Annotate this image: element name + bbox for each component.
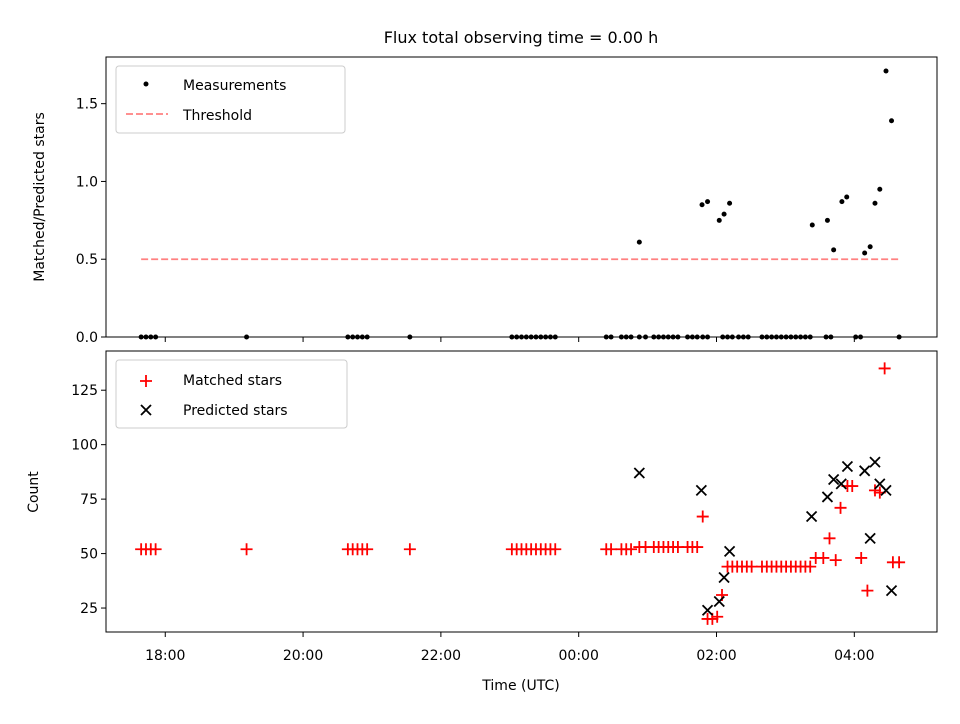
predicted-star-point: [695, 484, 707, 497]
matched-star-point: [549, 543, 562, 556]
measurement-point: [721, 211, 727, 217]
measurement-point: [831, 247, 837, 253]
predicted-star-point: [841, 460, 854, 473]
measurement-point: [809, 222, 815, 228]
top-y-ticks: 0.0 0.5 1.0 1.5: [76, 97, 106, 346]
top-axes-frame: [105, 56, 938, 338]
matched-star-point: [817, 551, 830, 564]
predicted-star-point: [864, 532, 876, 544]
y-tick-label: 0.0: [76, 330, 98, 346]
matched-star-point: [846, 480, 859, 493]
legend-matched-marker: [140, 375, 152, 387]
measurement-point: [867, 244, 873, 250]
matched-star-point: [149, 543, 162, 556]
matched-star-point: [834, 501, 847, 514]
x-tick-label: 02:00: [696, 648, 736, 664]
predicted-star-point: [869, 456, 881, 468]
measurement-point: [727, 200, 733, 206]
top-panel: Matched/Predicted stars 0.0 0.5 1.0 1.5 Mea…: [32, 56, 938, 346]
y-tick-label: 100: [71, 438, 98, 454]
matched-star-point: [711, 610, 724, 623]
predicted-star-point: [880, 484, 892, 497]
chart-title: Flux total observing time = 0.00 h: [384, 28, 659, 47]
matched-star-point: [855, 551, 868, 564]
matched-star-point: [861, 584, 874, 597]
matched-star-point: [829, 554, 842, 567]
bottom-axes-frame: [105, 350, 938, 633]
measurement-point: [862, 250, 868, 256]
matched-star-point: [696, 510, 709, 523]
bottom-plot-marks: [135, 362, 906, 625]
top-legend: Measurements Threshold: [115, 65, 346, 134]
matched-star-point: [878, 362, 891, 375]
y-tick-label: 1.0: [76, 174, 98, 190]
predicted-star-point: [633, 467, 645, 479]
x-tick-label: 04:00: [834, 648, 874, 664]
predicted-star-point: [835, 478, 847, 490]
bottom-y-ticks: 25 50 75 100 125: [71, 383, 106, 617]
matched-star-point: [403, 543, 416, 556]
measurement-point: [824, 217, 830, 223]
x-tick-label: 18:00: [145, 648, 185, 664]
x-tick-label: 20:00: [283, 648, 323, 664]
x-tick-label: 22:00: [421, 648, 461, 664]
bottom-legend-box: [115, 359, 348, 429]
matched-star-point: [804, 560, 817, 573]
predicted-star-point: [885, 584, 898, 597]
matched-star-point: [823, 532, 836, 545]
matched-star-point: [691, 541, 704, 554]
matched-star-point: [361, 543, 374, 556]
measurement-point: [716, 217, 722, 223]
legend-measurements-marker: [143, 81, 149, 87]
bottom-legend: Matched stars Predicted stars: [115, 359, 348, 429]
measurement-point: [844, 194, 850, 200]
measurement-point: [872, 200, 878, 206]
legend-threshold-label: Threshold: [182, 108, 252, 124]
y-tick-label: 50: [80, 547, 98, 563]
legend-matched-label: Matched stars: [183, 373, 282, 389]
predicted-star-point: [718, 571, 730, 584]
y-tick-label: 25: [80, 601, 98, 617]
measurement-point: [636, 239, 642, 245]
matched-star-point: [625, 543, 638, 556]
legend-predicted-label: Predicted stars: [183, 403, 288, 419]
top-y-axis-label: Matched/Predicted stars: [32, 112, 48, 282]
y-tick-label: 75: [80, 492, 98, 508]
y-tick-label: 1.5: [76, 97, 98, 113]
matched-star-point: [605, 543, 618, 556]
predicted-star-point: [859, 465, 871, 477]
legend-predicted-marker: [140, 404, 152, 416]
predicted-star-point: [828, 473, 840, 486]
bottom-x-axis-label: Time (UTC): [481, 678, 559, 694]
measurement-point: [877, 186, 883, 192]
top-x-ticks: [164, 337, 855, 342]
predicted-star-point: [821, 491, 834, 503]
y-tick-label: 125: [71, 383, 98, 399]
bottom-panel: Count Time (UTC) 25 50 75 100 125 18:00 20:00…: [26, 350, 938, 694]
measurement-point: [699, 202, 705, 208]
x-tick-label: 00:00: [559, 648, 599, 664]
legend-measurements-label: Measurements: [183, 78, 286, 94]
y-tick-label: 0.5: [76, 252, 98, 268]
bottom-x-ticks: 18:00 20:00 22:00 00:00 02:00 04:00: [145, 632, 874, 664]
predicted-star-point: [723, 545, 736, 558]
measurement-point: [889, 118, 895, 124]
measurement-point: [883, 68, 889, 74]
matched-star-point: [240, 543, 253, 556]
predicted-star-point: [805, 510, 818, 523]
measurement-point: [839, 199, 845, 205]
matched-star-point: [745, 560, 758, 573]
predicted-star-point: [713, 595, 725, 608]
measurement-point: [705, 199, 711, 205]
bottom-y-axis-label: Count: [26, 471, 42, 513]
top-legend-box: [115, 65, 346, 134]
matched-star-point: [893, 556, 906, 569]
predicted-star-point: [701, 604, 714, 616]
